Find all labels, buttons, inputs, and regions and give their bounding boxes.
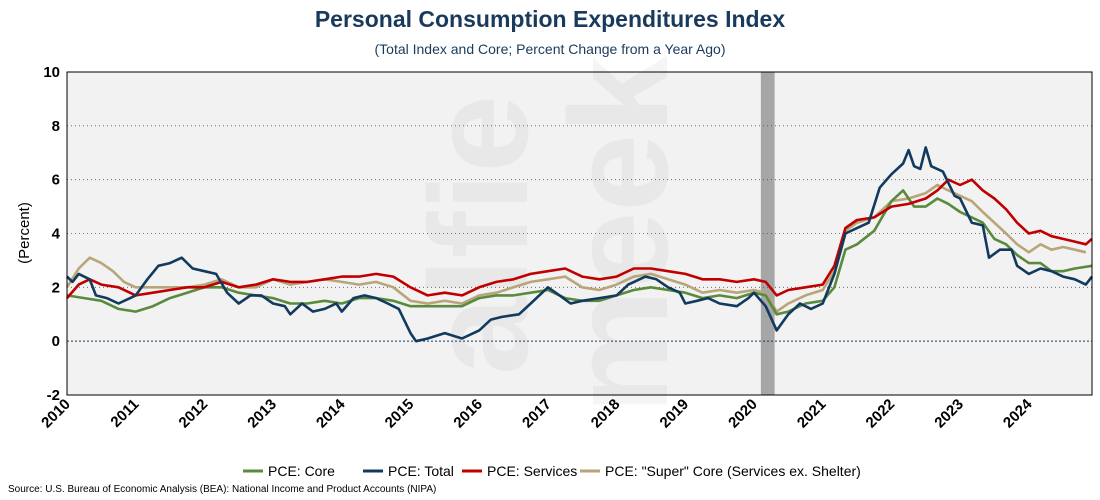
legend-item: PCE: Total — [363, 463, 454, 479]
legend-item: PCE: "Super" Core (Services ex. Shelter) — [580, 463, 861, 479]
y-tick-label: -2 — [47, 387, 60, 404]
x-tick-label: 2011 — [107, 396, 142, 431]
y-tick-label: 2 — [52, 279, 60, 296]
x-tick-label: 2020 — [725, 396, 761, 432]
x-tick-label: 2010 — [38, 396, 74, 432]
x-tick-label: 2022 — [863, 396, 899, 432]
series-line-1 — [66, 146, 1094, 343]
watermark-text: meek — [540, 56, 697, 414]
x-tick-label: 2024 — [1000, 395, 1036, 431]
y-tick-label: 8 — [52, 118, 60, 135]
legend-item: PCE: Services — [462, 463, 577, 479]
x-tick-label: 2012 — [176, 396, 212, 432]
x-tick-label: 2013 — [244, 396, 280, 432]
chart-subtitle: (Total Index and Core; Percent Change fr… — [374, 41, 726, 57]
y-axis-label: (Percent) — [16, 202, 33, 264]
y-tick-label: 0 — [52, 333, 60, 350]
legend-label: PCE: Total — [388, 463, 454, 479]
legend-item: PCE: Core — [243, 463, 335, 479]
y-tick-label: 6 — [52, 172, 60, 189]
watermark-text: alfie — [400, 95, 557, 375]
series-line-3 — [65, 183, 1087, 313]
series-line-2 — [66, 178, 1093, 299]
x-tick-label: 2014 — [313, 395, 349, 431]
x-tick-label: 2016 — [450, 396, 486, 432]
legend-label: PCE: Services — [487, 463, 577, 479]
legend: PCE: Core PCE: Total PCE: Services PCE: "Su… — [243, 463, 861, 479]
x-tick-label: 2015 — [382, 396, 418, 432]
y-tick-label: 4 — [52, 226, 61, 243]
y-tick-label: 10 — [43, 64, 60, 81]
plot-border — [66, 71, 1093, 396]
legend-label: PCE: Core — [268, 463, 335, 479]
source-note: Source: U.S. Bureau of Economic Analysis… — [8, 484, 437, 495]
legend-label: PCE: "Super" Core (Services ex. Shelter) — [605, 463, 861, 479]
x-tick-label: 2023 — [931, 396, 967, 432]
chart-title: Personal Consumption Expenditures Index — [314, 6, 786, 32]
x-tick-label: 2021 — [794, 396, 830, 432]
